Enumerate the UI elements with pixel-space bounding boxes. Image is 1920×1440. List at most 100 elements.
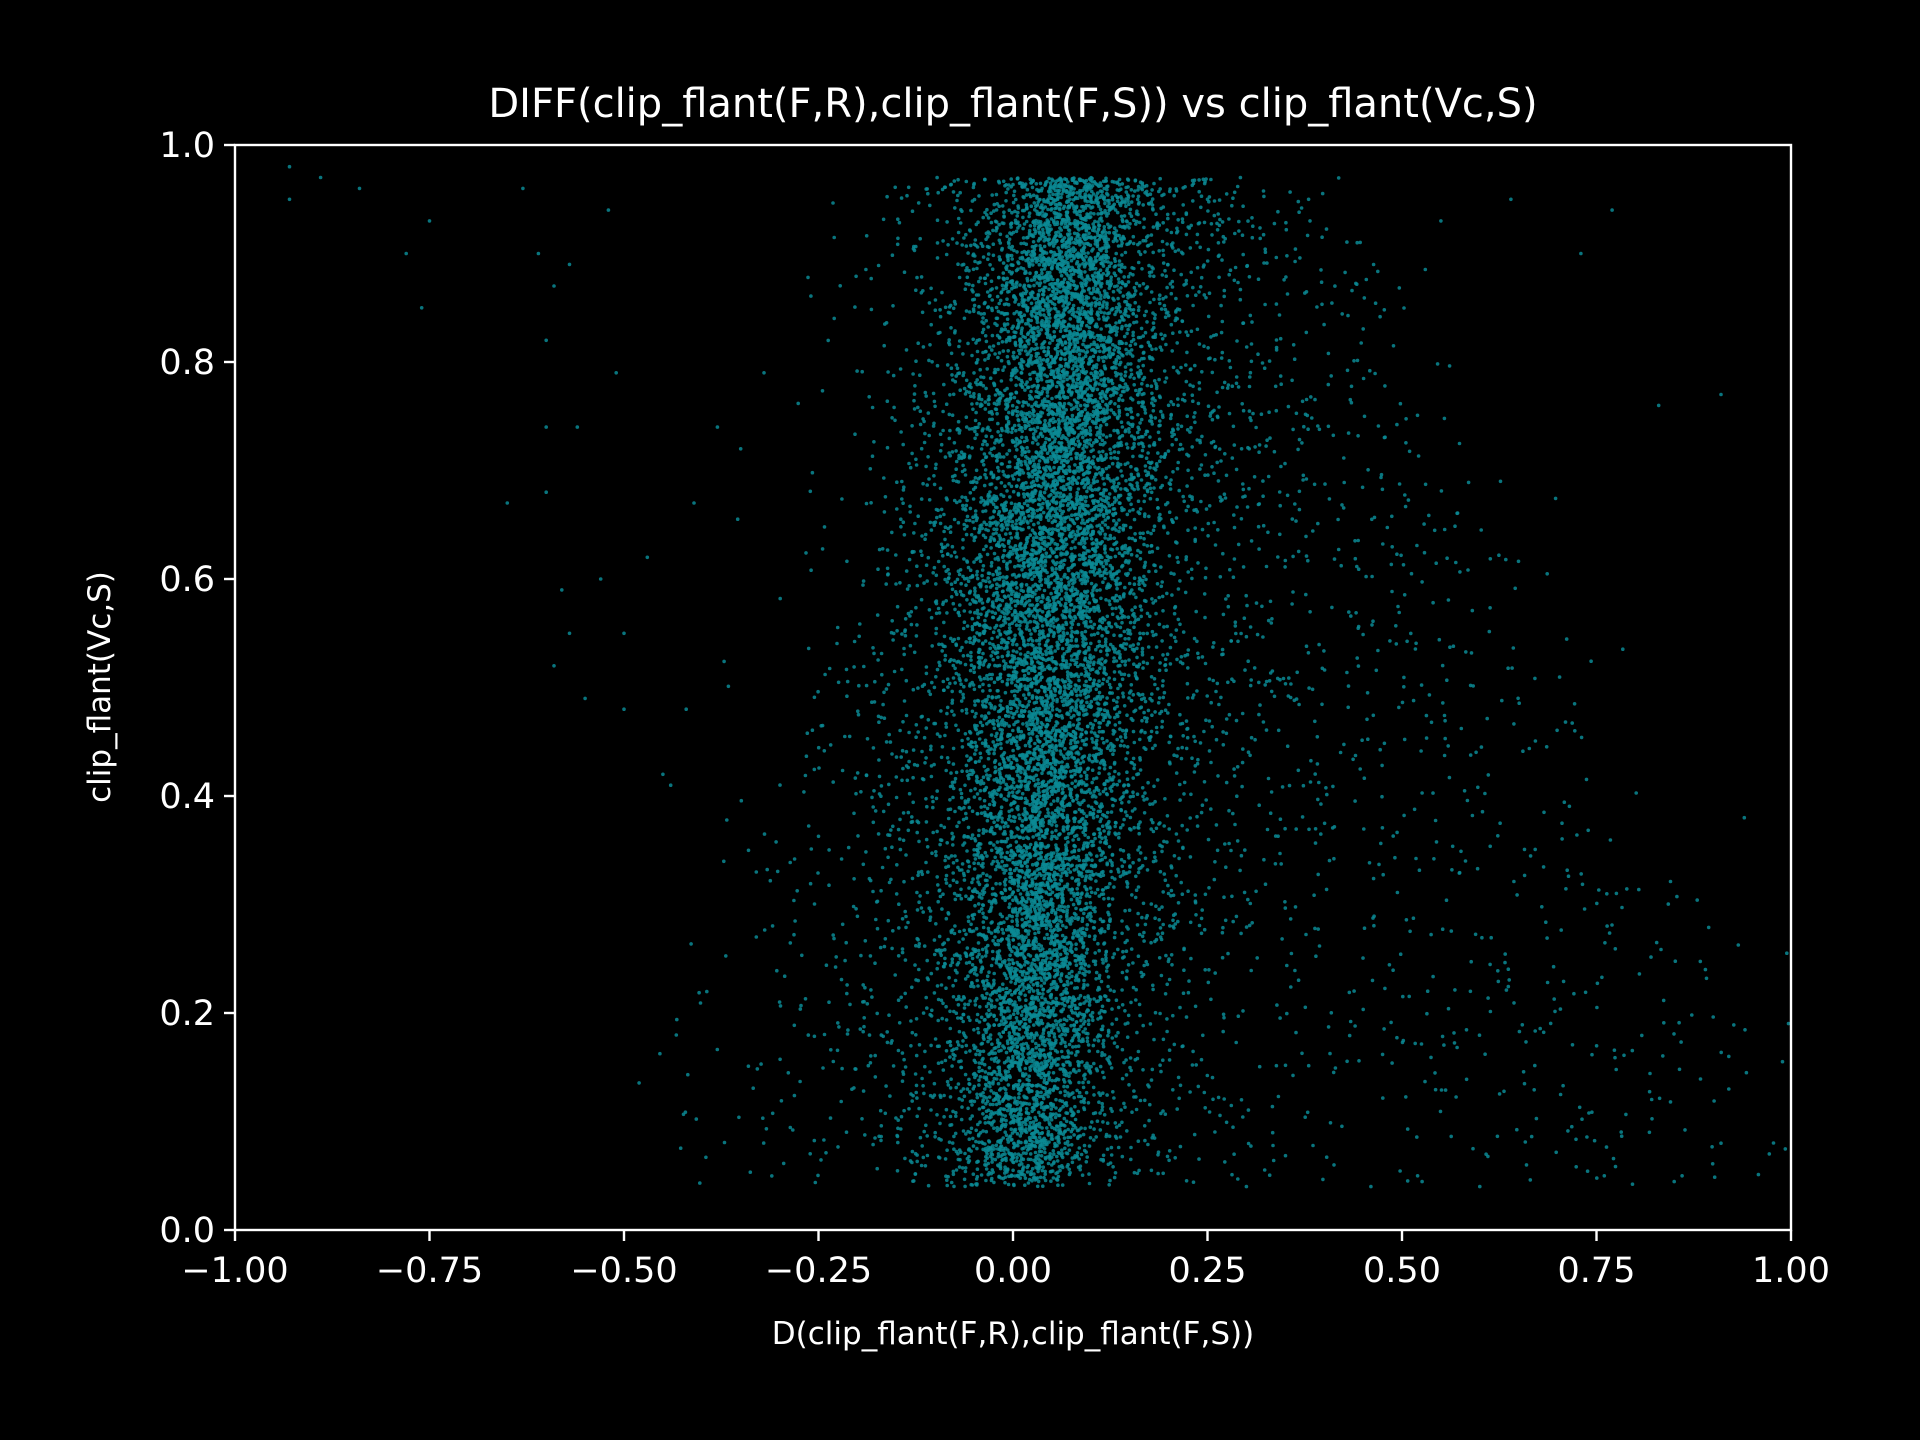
data-point: [971, 641, 975, 646]
data-point: [951, 762, 956, 766]
data-point: [883, 846, 888, 851]
data-point: [1100, 1004, 1105, 1009]
data-point: [965, 275, 970, 280]
data-point: [1188, 920, 1193, 925]
data-point: [1719, 1050, 1723, 1055]
data-point: [1614, 891, 1619, 896]
data-point: [1126, 314, 1131, 319]
data-point: [1137, 582, 1141, 587]
data-point: [1227, 808, 1231, 813]
data-point: [1036, 930, 1041, 934]
data-point: [961, 654, 966, 658]
data-point: [1457, 441, 1462, 446]
data-point: [953, 854, 957, 858]
data-point: [1171, 331, 1175, 336]
data-point: [1563, 720, 1568, 724]
data-point: [1126, 1013, 1131, 1018]
data-point: [1143, 493, 1147, 498]
data-point: [1030, 1089, 1034, 1093]
data-point: [1131, 693, 1136, 697]
data-point: [951, 861, 956, 865]
data-point: [1013, 209, 1017, 214]
data-point: [953, 924, 957, 928]
data-point: [929, 1014, 934, 1018]
data-point: [1043, 1150, 1047, 1155]
data-point: [1073, 513, 1077, 517]
data-point: [1120, 398, 1125, 403]
data-point: [1169, 894, 1173, 898]
data-point: [1340, 312, 1344, 316]
data-point: [1227, 411, 1232, 416]
data-point: [1141, 282, 1146, 286]
data-point: [1165, 212, 1170, 217]
data-point: [1412, 807, 1417, 812]
data-point: [1172, 854, 1177, 858]
data-point: [1320, 702, 1324, 707]
data-point: [1005, 276, 1009, 281]
data-point: [1164, 668, 1168, 672]
data-point: [1429, 1055, 1433, 1060]
data-point: [840, 497, 844, 501]
data-point: [1146, 1142, 1150, 1147]
data-point: [980, 993, 984, 998]
data-point: [1129, 1157, 1133, 1162]
data-point: [1105, 739, 1109, 743]
data-point: [1411, 916, 1416, 920]
data-point: [961, 537, 965, 542]
data-point: [1020, 1162, 1024, 1166]
data-point: [697, 990, 701, 995]
data-point: [950, 689, 954, 694]
data-point: [963, 801, 968, 805]
data-point: [1136, 1049, 1141, 1054]
data-point: [1093, 934, 1097, 938]
data-point: [1712, 1099, 1716, 1103]
data-point: [1092, 1093, 1096, 1097]
data-point: [962, 316, 967, 321]
data-point: [957, 339, 962, 343]
data-point: [994, 192, 999, 197]
data-point: [895, 1134, 900, 1139]
data-point: [1155, 464, 1159, 469]
data-point: [1027, 628, 1032, 633]
data-point: [922, 581, 926, 585]
data-point: [975, 608, 980, 613]
data-point: [1130, 446, 1135, 451]
data-point: [932, 938, 937, 942]
data-point: [1489, 935, 1493, 940]
data-point: [1077, 858, 1082, 862]
data-point: [1044, 926, 1049, 931]
data-point: [904, 348, 909, 352]
data-point: [1237, 229, 1241, 233]
data-point: [1097, 721, 1101, 725]
data-point: [1013, 633, 1017, 638]
data-point: [949, 351, 954, 356]
data-point: [915, 275, 919, 280]
data-point: [1179, 880, 1183, 885]
data-point: [1166, 883, 1170, 888]
data-point: [1006, 523, 1010, 527]
data-point: [1138, 507, 1143, 511]
data-point: [846, 1028, 850, 1032]
data-point: [1446, 744, 1450, 748]
data-point: [808, 489, 813, 494]
data-point: [896, 827, 901, 832]
data-point: [896, 954, 901, 958]
data-point: [1199, 931, 1204, 936]
data-point: [988, 1033, 993, 1037]
data-point: [1184, 278, 1189, 283]
data-point: [959, 1117, 964, 1122]
data-point: [1091, 1018, 1095, 1023]
data-point: [839, 1099, 843, 1104]
data-point: [1053, 649, 1057, 653]
data-point: [1153, 398, 1157, 403]
data-point: [1091, 1043, 1096, 1048]
data-point: [1195, 814, 1199, 819]
data-point: [977, 338, 982, 342]
data-point: [1442, 1043, 1446, 1047]
data-point: [1444, 898, 1449, 902]
data-point: [1029, 964, 1033, 968]
data-point: [1398, 952, 1403, 956]
data-point: [1024, 258, 1028, 263]
data-point: [1073, 785, 1077, 789]
data-point: [1046, 1094, 1050, 1099]
